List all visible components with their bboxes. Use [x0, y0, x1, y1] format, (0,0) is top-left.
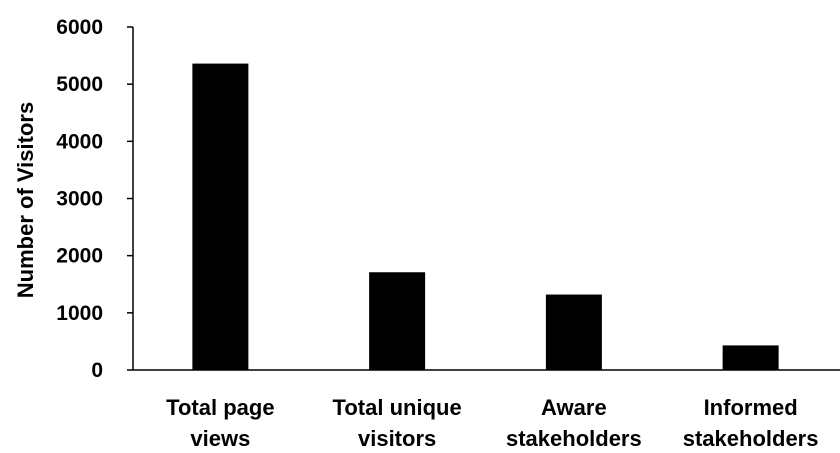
y-tick-label: 6000 — [56, 16, 103, 39]
bars — [192, 63, 779, 370]
x-category-label: stakeholders — [683, 426, 819, 451]
x-category-label: Informed — [704, 395, 798, 420]
bar — [369, 272, 426, 370]
y-tick-label: 0 — [91, 359, 103, 382]
x-category-label: Total page — [166, 395, 274, 420]
y-tick-label: 2000 — [56, 245, 103, 268]
x-category-label: visitors — [358, 426, 436, 451]
x-category-label: Aware — [541, 395, 607, 420]
y-tick-label: 4000 — [56, 130, 103, 153]
x-category-label: Total unique — [333, 395, 462, 420]
y-tick-label: 3000 — [56, 188, 103, 211]
y-tick-label: 1000 — [56, 302, 103, 325]
y-axis-title: Number of Visitors — [13, 102, 38, 298]
x-category-label: stakeholders — [506, 426, 642, 451]
bar — [722, 345, 779, 370]
y-axis-ticks: 0 1000 2000 3000 4000 5000 6000 — [56, 16, 133, 382]
y-tick-label: 5000 — [56, 73, 103, 96]
bar — [545, 294, 602, 370]
bar — [192, 63, 249, 370]
x-axis-labels: Total page views Total unique visitors Aware… — [166, 395, 818, 451]
x-category-label: views — [190, 426, 250, 451]
